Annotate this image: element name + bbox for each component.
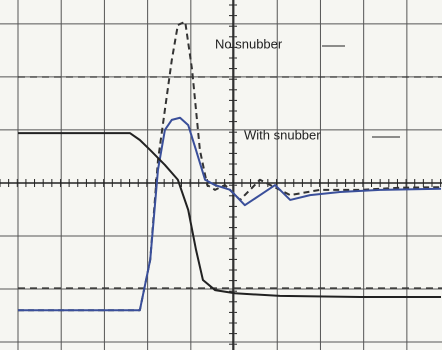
trace xyxy=(18,133,441,297)
page: {"chart_data": {"type": "line", "annotat… xyxy=(0,0,442,350)
scope-screen: No snubber With snubber xyxy=(0,0,442,350)
traces xyxy=(18,22,441,310)
trace xyxy=(18,118,441,311)
trace xyxy=(18,22,441,310)
annotation: No snubber xyxy=(215,36,283,51)
annotation: With snubber xyxy=(244,127,321,142)
